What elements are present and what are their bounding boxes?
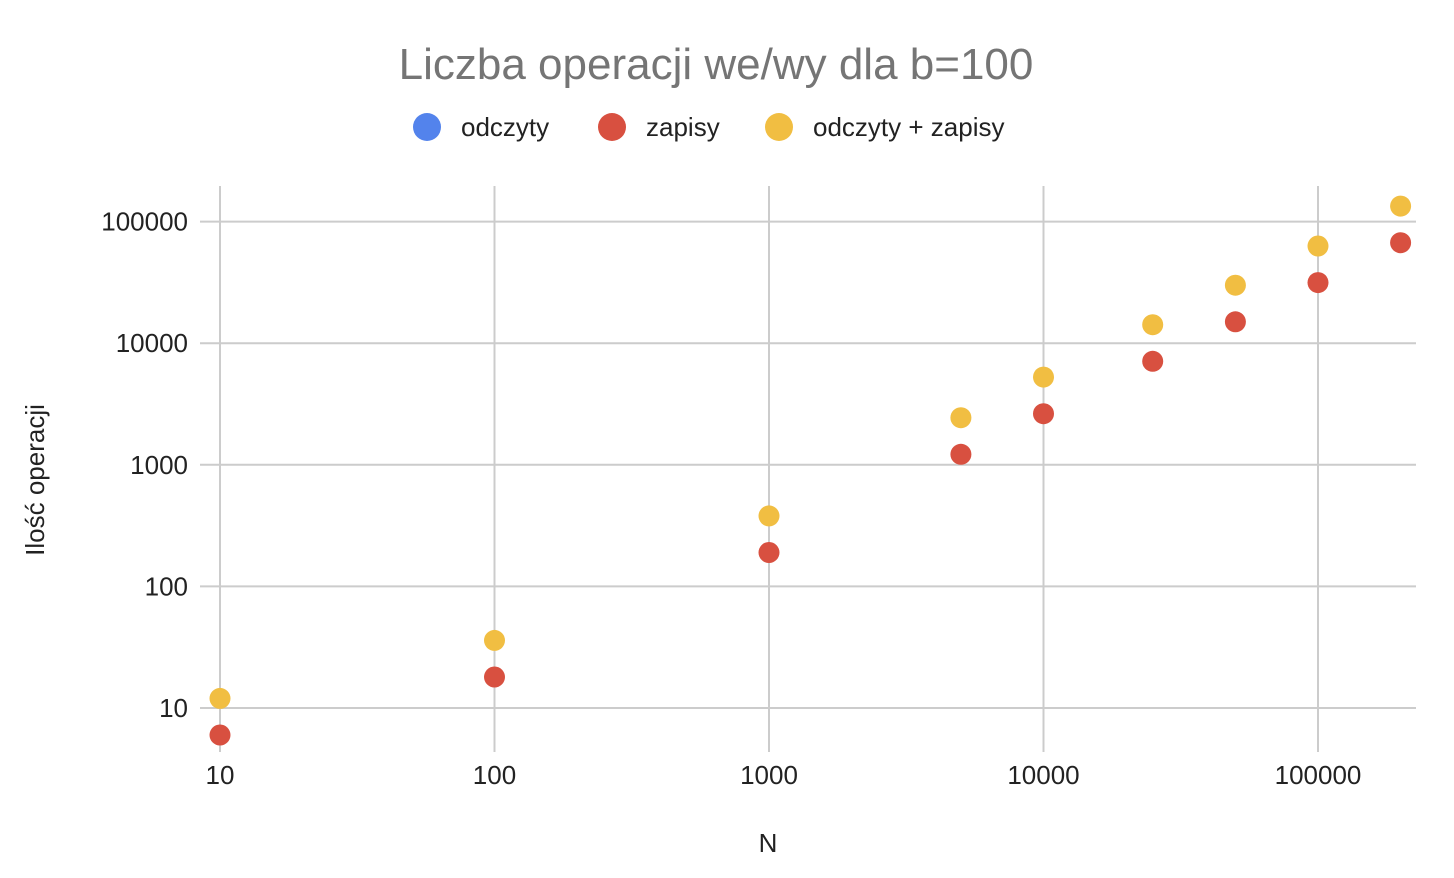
data-point <box>1224 274 1246 296</box>
legend-marker <box>413 113 441 141</box>
y-tick-label: 1000 <box>130 450 188 480</box>
grid-lines <box>200 186 1416 752</box>
x-tick-label: 100000 <box>1275 760 1362 790</box>
data-point <box>1307 272 1329 294</box>
data-point <box>758 505 780 527</box>
legend-label: odczyty <box>461 112 549 142</box>
x-tick-label: 1000 <box>740 760 798 790</box>
data-point <box>484 629 505 651</box>
data-point <box>950 443 972 465</box>
data-point <box>758 542 780 563</box>
legend: odczyty zapisy odczyty + zapisy <box>413 112 1004 142</box>
chart-title: Liczba operacji we/wy dla b=100 <box>399 40 1034 89</box>
data-point <box>1033 366 1054 388</box>
x-tick-label: 100 <box>473 760 516 790</box>
y-axis-ticks: 10 100 1000 10000 100000 <box>101 207 188 723</box>
x-axis-title: N <box>759 828 778 858</box>
data-point <box>1033 403 1054 425</box>
y-tick-label: 10000 <box>116 328 188 358</box>
legend-label: zapisy <box>646 112 720 142</box>
x-axis-ticks: 10 100 1000 10000 100000 <box>206 760 1362 790</box>
data-point <box>209 724 231 746</box>
legend-marker <box>765 113 793 141</box>
data-point <box>950 407 972 429</box>
y-axis-title: Ilość operacji <box>20 404 50 556</box>
legend-label: odczyty + zapisy <box>813 112 1004 142</box>
y-tick-label: 10 <box>159 693 188 723</box>
data-point <box>1307 235 1329 257</box>
data-point <box>1390 232 1412 254</box>
y-tick-label: 100 <box>145 571 188 601</box>
y-tick-label: 100000 <box>101 207 188 237</box>
legend-marker <box>598 113 626 141</box>
data-point <box>1390 195 1412 217</box>
data-point <box>1224 311 1246 333</box>
data-point <box>1142 350 1164 372</box>
data-point <box>484 666 505 688</box>
x-tick-label: 10000 <box>1007 760 1079 790</box>
data-point <box>209 687 231 709</box>
data-point <box>1142 314 1164 336</box>
x-tick-label: 10 <box>206 760 235 790</box>
data-points <box>209 195 1412 746</box>
